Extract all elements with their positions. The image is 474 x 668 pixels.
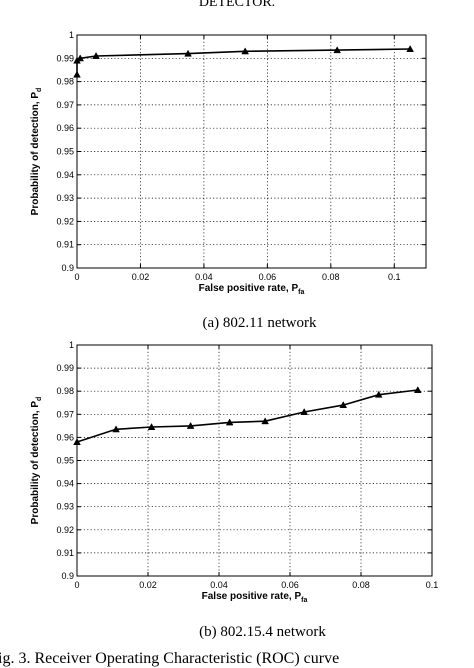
y-tick-label: 0.98	[56, 77, 74, 87]
data-point	[73, 438, 81, 445]
y-axis-label: Probability of detection, Pd	[30, 88, 43, 216]
x-tick-label: 0.1	[388, 272, 401, 282]
y-tick-label: 0.96	[56, 432, 74, 442]
x-axis-label: False positive rate, Pfa	[202, 591, 308, 604]
data-point	[186, 421, 195, 429]
data-point	[406, 45, 414, 52]
x-tick-label: 0.04	[195, 272, 213, 282]
y-axis-label: Probability of detection, Pd	[30, 397, 43, 525]
y-tick-label: 0.94	[56, 479, 74, 489]
x-tick-label: 0	[74, 272, 79, 282]
y-tick-label: 0.97	[56, 409, 74, 419]
x-tick-label: 0.04	[210, 580, 228, 590]
y-tick-label: 0.93	[56, 502, 74, 512]
x-tick-label: 0.1	[426, 580, 439, 590]
data-point	[76, 54, 84, 62]
y-tick-label: 1	[69, 30, 74, 40]
y-tick-label: 0.94	[56, 170, 74, 180]
y-tick-label: 0.99	[56, 363, 74, 373]
y-tick-label: 0.96	[56, 123, 74, 133]
y-tick-label: 0.92	[56, 216, 74, 226]
data-point	[300, 408, 309, 415]
data-point	[339, 401, 348, 409]
y-tick-label: 0.98	[56, 386, 74, 396]
data-point	[374, 390, 383, 398]
x-tick-label: 0.06	[281, 580, 299, 590]
x-axis-label: False positive rate, Pfa	[199, 283, 305, 296]
data-point	[413, 386, 422, 394]
data-point	[225, 418, 234, 426]
data-point	[112, 425, 120, 433]
y-tick-label: 0.91	[56, 240, 74, 250]
y-tick-label: 1	[69, 340, 74, 350]
x-tick-label: 0.08	[352, 580, 370, 590]
subfigure-caption: (b) 802.15.4 network	[199, 624, 326, 640]
x-tick-label: 0.02	[139, 580, 157, 590]
data-point	[147, 423, 156, 430]
x-tick-label: 0	[74, 580, 79, 590]
data-point	[261, 417, 269, 425]
y-tick-label: 0.9	[61, 263, 74, 273]
data-point	[241, 47, 249, 55]
x-tick-label: 0.02	[132, 272, 150, 282]
chart-a-80211: 0 0.02 0.04 0.06 0.08 0.1 0.9 0.91 0.92 0.93 0.94 0…	[30, 30, 427, 331]
y-tick-label: 0.95	[56, 456, 74, 466]
y-tick-label: 0.99	[56, 53, 74, 63]
y-tick-label: 0.95	[56, 147, 74, 157]
x-tick-label: 0.06	[259, 272, 277, 282]
subfigure-caption: (a) 802.11 network	[203, 315, 317, 331]
y-tick-label: 0.93	[56, 193, 74, 203]
y-tick-label: 0.97	[56, 100, 74, 110]
y-tick-label: 0.9	[61, 571, 74, 581]
data-point	[184, 49, 192, 57]
roc-series-line	[76, 389, 418, 443]
y-tick-label: 0.92	[56, 525, 74, 535]
data-point	[92, 52, 100, 59]
data-point	[73, 70, 81, 78]
header-fragment: DETECTOR.	[199, 0, 275, 10]
data-point	[333, 46, 341, 54]
x-tick-label: 0.08	[322, 272, 340, 282]
chart-b-802154: 0 0.02 0.04 0.06 0.08 0.1 0.9 0.91 0.92 0.93 0.94 0…	[30, 340, 438, 640]
y-tick-label: 0.91	[56, 548, 74, 558]
figure-caption: ig. 3. Receiver Operating Characteristic…	[0, 650, 339, 667]
